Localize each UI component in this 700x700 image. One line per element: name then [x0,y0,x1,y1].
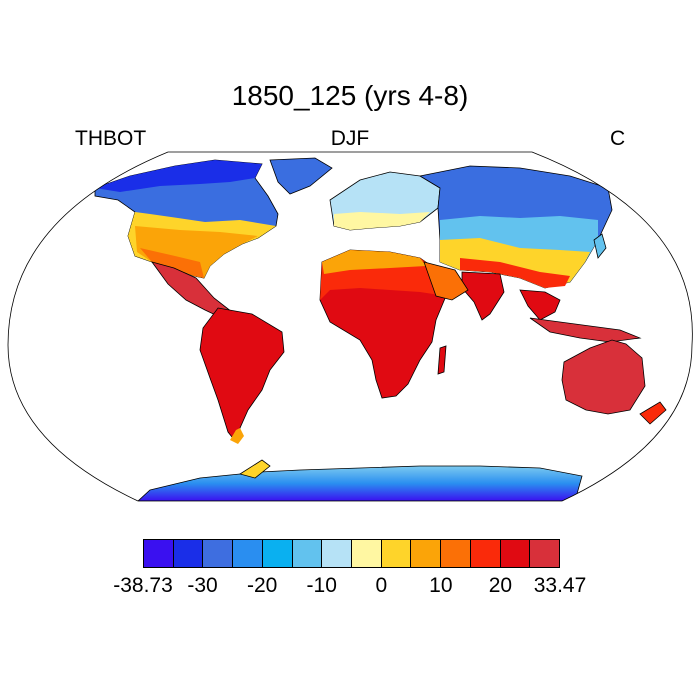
colorbar-swatch [144,540,174,567]
colorbar-swatch [470,540,501,567]
units-label: C [610,127,626,150]
japan [593,233,607,259]
antarctica [136,465,583,501]
colorbar-swatch [233,540,263,567]
colorbar-tick-label: -30 [187,574,218,597]
arabia [423,261,469,301]
new-zealand [639,401,667,425]
colorbar-swatch [173,540,204,567]
season-label: DJF [330,127,370,150]
colorbar-swatch [411,540,442,567]
greenland [269,157,333,195]
colorbar-swatch [352,540,382,567]
colorbar-tick-label: -10 [306,574,337,597]
colorbar-swatch [381,540,412,567]
colorbar-swatch [203,540,234,567]
southeast-asia [519,289,561,321]
colorbar-tick-label: 33.47 [533,574,587,597]
colorbar-swatch [530,540,560,567]
colorbar-tick-label: 20 [488,574,513,597]
colorbar-tick-label: 0 [375,574,388,597]
map-border [7,151,693,502]
madagascar [437,345,447,375]
colorbar-swatch [500,540,531,567]
colorbar-swatch [292,540,323,567]
colorbar-swatch [441,540,471,567]
colorbar-swatch [262,540,293,567]
plot-title: 1850_125 (yrs 4-8) [231,80,469,111]
indonesia [529,317,642,343]
india [461,271,505,321]
variable-label: THBOT [75,127,147,150]
colorbar-swatch [322,540,353,567]
australia [561,339,646,415]
colorbar-tick-label: 10 [429,574,453,597]
colorbar-tick-label: -38.73 [113,574,173,597]
south-america [199,307,285,443]
colorbar-tick-label: -20 [246,574,278,597]
colorbar [143,539,560,568]
